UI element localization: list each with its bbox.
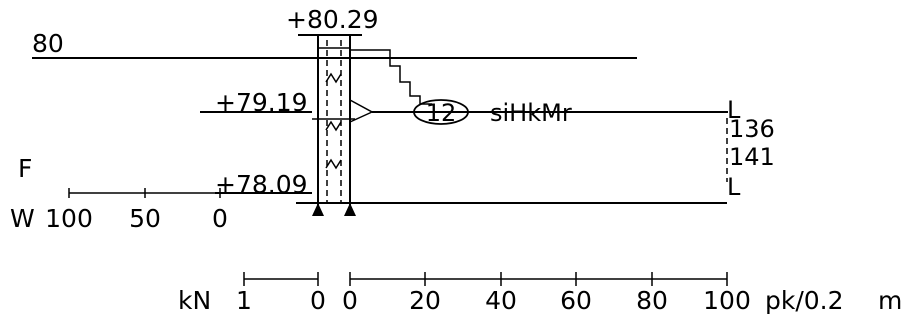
kn-tick-label-1: 1 xyxy=(236,286,252,315)
pk-tick-label-60: 60 xyxy=(560,286,592,315)
support-right-icon xyxy=(344,203,356,216)
right-mark-bottom: L xyxy=(727,173,741,201)
w-tick-label-0: 0 xyxy=(212,204,228,233)
kn-unit-label: kN xyxy=(178,286,211,315)
soil-zigzag-2 xyxy=(325,120,342,132)
callout-text: siHkMr xyxy=(490,99,572,127)
w-tick-label-100: 100 xyxy=(45,204,93,233)
pk-tick-label-20: 20 xyxy=(409,286,441,315)
top-elevation-label: +80.29 xyxy=(286,5,379,34)
soil-zigzag-1 xyxy=(325,72,342,84)
soil-zigzag-3 xyxy=(325,158,342,170)
mid-elevation-label: +79.19 xyxy=(215,88,308,117)
pk-tick-label-0: 0 xyxy=(342,286,358,315)
f-label: F xyxy=(18,154,32,183)
pk-tick-label-80: 80 xyxy=(636,286,668,315)
m-unit-label: m xyxy=(878,286,902,315)
w-tick-label-50: 50 xyxy=(129,204,161,233)
right-value-a: 136 xyxy=(729,115,775,143)
pk-tick-label-100: 100 xyxy=(703,286,751,315)
right-mark-top: L xyxy=(727,96,741,124)
pk-tick-label-40: 40 xyxy=(485,286,517,315)
callout-ellipse xyxy=(413,99,469,125)
kn-tick-label-0: 0 xyxy=(310,286,326,315)
stepped-profile xyxy=(350,49,432,105)
support-left-icon xyxy=(312,203,324,216)
reference-elevation-label: 80 xyxy=(32,29,64,58)
pk-unit-label: pk/0.2 xyxy=(765,286,844,315)
callout-number: 12 xyxy=(426,99,457,127)
bottom-elevation-label: +78.09 xyxy=(215,170,308,199)
w-label: W xyxy=(10,204,35,233)
right-value-b: 141 xyxy=(729,143,775,171)
